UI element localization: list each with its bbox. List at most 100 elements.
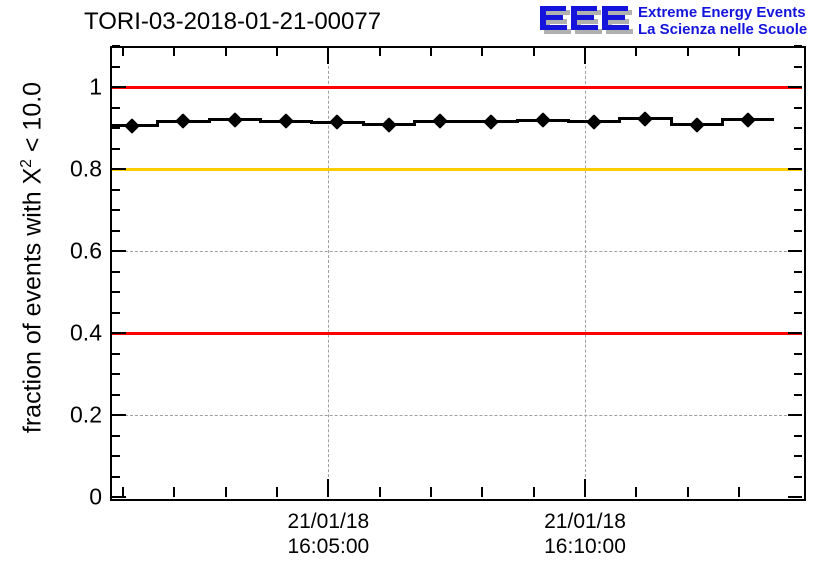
y-tick-minor-right [794, 291, 802, 293]
series-connector [412, 119, 416, 127]
y-tick-minor-right [794, 352, 802, 355]
x-tick-minor [430, 487, 432, 497]
y-tick-minor [112, 311, 120, 314]
y-tick-minor [112, 45, 120, 47]
upper-red-threshold [110, 86, 802, 89]
x-tick-minor-top [481, 46, 484, 56]
x-tick-label-date: 21/01/18 [287, 510, 370, 533]
series-connector [618, 117, 622, 124]
y-tick-major [112, 414, 126, 416]
x-tick-minor [378, 487, 381, 497]
y-tick-minor [112, 65, 120, 68]
x-tick-major-top [584, 46, 586, 64]
y-tick-major-right [788, 168, 802, 170]
x-tick-minor-top [430, 46, 432, 56]
y-tick-minor [112, 209, 120, 211]
x-tick-minor-top [635, 46, 638, 56]
y-axis-title-pre: fraction of events with X [18, 167, 47, 434]
y-tick-minor [112, 393, 120, 396]
x-tick-minor [122, 487, 124, 497]
x-tick-label: 21/01/18 16:05:00 [238, 509, 418, 559]
x-tick-minor-top [173, 46, 176, 56]
y-tick-major-right [788, 332, 802, 334]
x-tick-minor [686, 487, 689, 497]
eee-logo-text: Extreme Energy Events La Scienza nelle S… [638, 4, 834, 40]
y-tick-minor [112, 147, 120, 150]
y-tick-minor-right [794, 106, 802, 109]
y-tick-minor-right [794, 475, 802, 478]
x-tick-minor-top [276, 46, 278, 56]
y-tick-label: 0.6 [70, 237, 102, 264]
y-tick-major [112, 250, 126, 252]
y-tick-minor-right [794, 229, 802, 232]
x-tick-minor-top [122, 46, 124, 56]
eee-logo: Extreme Energy Events La Scienza nelle S… [538, 3, 834, 41]
y-tick-label: 0 [89, 483, 102, 510]
y-tick-minor [112, 270, 120, 273]
x-tick-minor [276, 487, 278, 497]
y-tick-major-right [788, 496, 802, 498]
y-tick-major-right [788, 86, 802, 88]
y-tick-minor-right [794, 65, 802, 68]
x-tick-minor-top [686, 46, 689, 56]
gridline-horizontal [110, 251, 802, 252]
x-tick-minor [532, 487, 535, 497]
y-tick-label: 0.8 [70, 155, 102, 182]
y-tick-major-right [788, 250, 802, 252]
y-tick-label: 0.2 [70, 401, 102, 428]
x-tick-major [584, 479, 586, 497]
y-tick-minor-right [794, 209, 802, 211]
series-connector [669, 117, 673, 127]
series-connector [720, 118, 724, 127]
x-tick-minor [635, 487, 638, 497]
x-tick-minor-top [224, 46, 227, 56]
y-tick-minor [112, 291, 120, 293]
series-connector [156, 119, 160, 128]
y-tick-major-right [788, 414, 802, 416]
y-tick-minor-right [794, 270, 802, 273]
gridline-horizontal [110, 415, 802, 416]
lower-red-threshold [110, 332, 802, 335]
y-tick-minor [112, 434, 120, 437]
y-tick-minor-right [794, 45, 802, 47]
y-tick-minor-right [794, 373, 802, 375]
y-tick-minor [112, 127, 120, 129]
y-tick-minor-right [794, 311, 802, 314]
y-tick-minor [112, 352, 120, 355]
yellow-threshold [110, 168, 802, 171]
y-tick-minor [112, 475, 120, 478]
y-tick-minor-right [794, 127, 802, 129]
page-title: TORI-03-2018-01-21-00077 [84, 8, 382, 35]
y-tick-minor-right [794, 455, 802, 457]
y-tick-major [112, 332, 126, 334]
gridline-vertical [328, 46, 330, 497]
logo-line-2: La Scienza nelle Scuole [638, 21, 808, 38]
x-tick-minor-top [378, 46, 381, 56]
x-tick-label-date: 21/01/18 [544, 510, 626, 533]
y-tick-label: 0.4 [70, 319, 102, 346]
y-tick-minor [112, 229, 120, 232]
axes-frame [110, 46, 806, 501]
y-tick-minor [112, 188, 120, 191]
x-tick-major-top [327, 46, 330, 64]
plot-area [110, 46, 802, 497]
x-tick-label: 21/01/18 16:10:00 [495, 509, 675, 559]
x-tick-major [327, 479, 330, 497]
logo-line-1: Extreme Energy Events [638, 4, 806, 21]
y-tick-major [112, 496, 126, 498]
y-tick-minor [112, 106, 120, 109]
y-tick-minor [112, 455, 120, 457]
x-tick-label-time: 16:10:00 [544, 535, 626, 558]
x-tick-label-time: 16:05:00 [287, 535, 370, 558]
gridline-vertical [585, 46, 586, 497]
x-tick-minor [738, 487, 740, 497]
x-tick-minor-top [532, 46, 535, 56]
eee-logo-icon [540, 6, 633, 34]
y-tick-minor-right [794, 188, 802, 191]
y-tick-minor-right [794, 434, 802, 437]
x-tick-minor-top [738, 46, 740, 56]
x-tick-minor [481, 487, 484, 497]
x-tick-minor [173, 487, 176, 497]
y-tick-minor-right [794, 147, 802, 150]
